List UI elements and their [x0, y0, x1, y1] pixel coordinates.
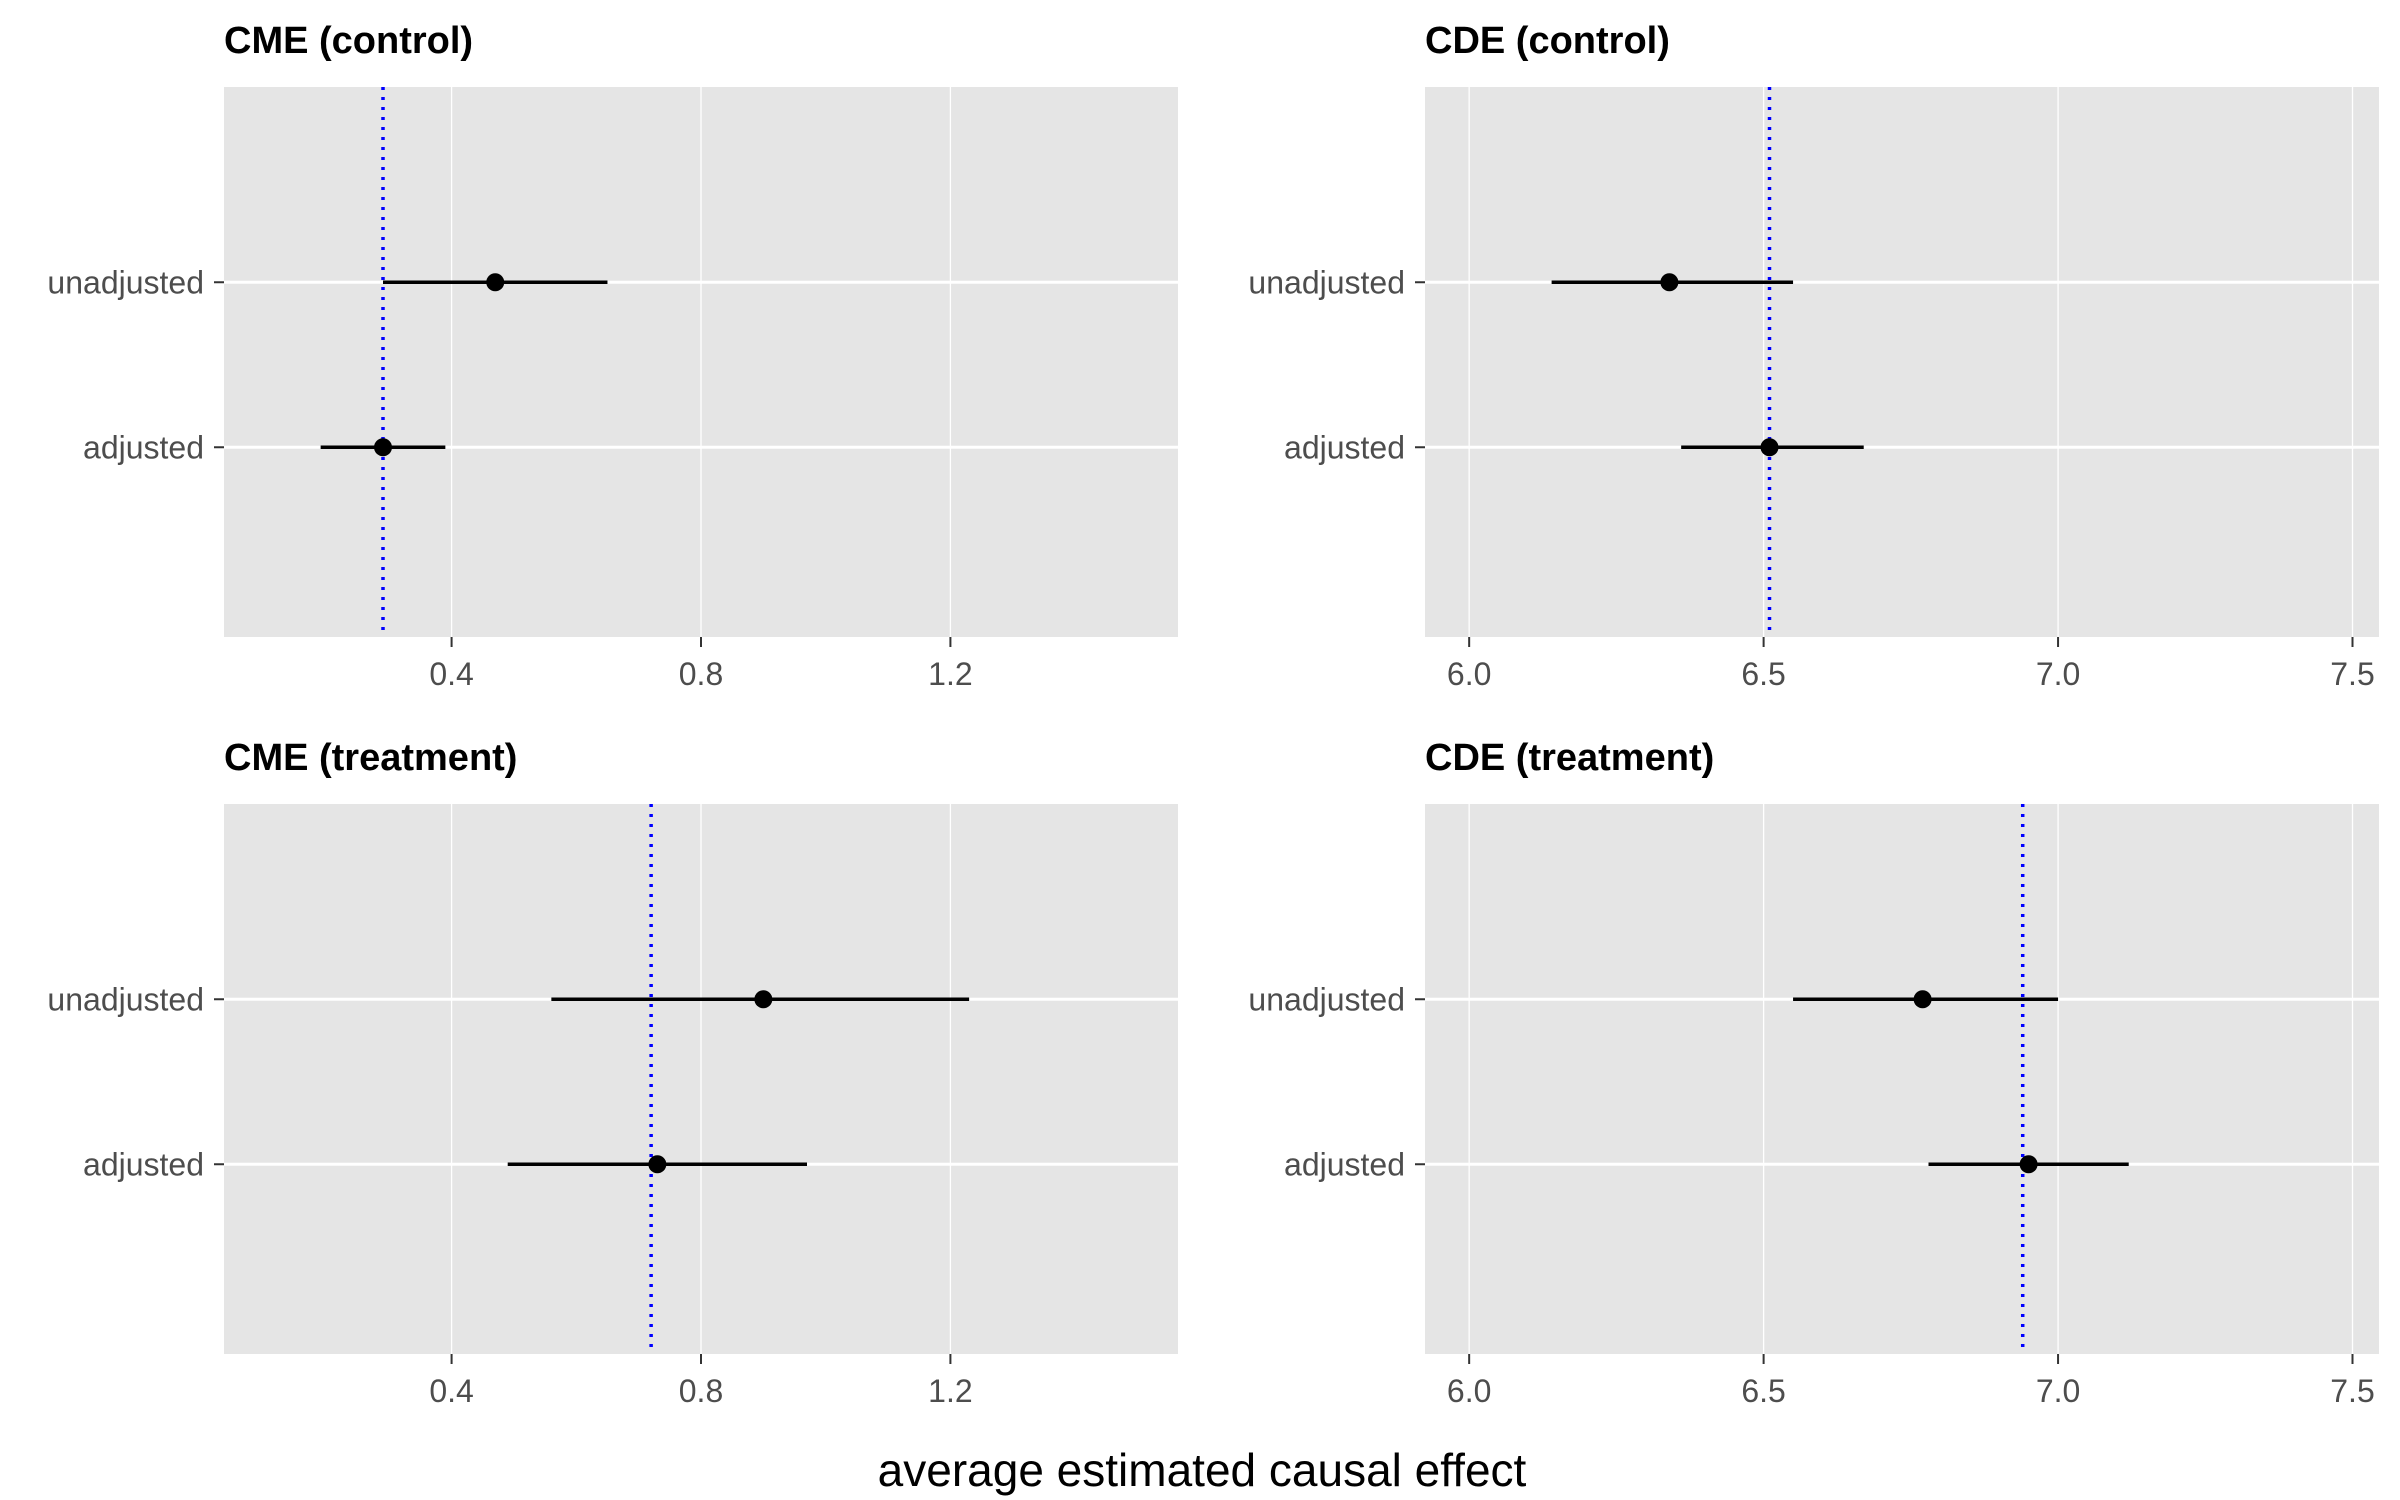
point-unadjusted	[486, 273, 505, 292]
point-adjusted	[648, 1155, 667, 1174]
x-tick-label: 1.2	[928, 656, 972, 692]
x-tick-label: 0.8	[679, 656, 723, 692]
panel-4: CDE (treatment) unadjusted adjusted 6.0 6.5 7…	[1248, 737, 2379, 1409]
panel-title: CDE (treatment)	[1425, 737, 1714, 779]
point-unadjusted	[754, 990, 773, 1009]
point-unadjusted	[1913, 990, 1932, 1009]
x-tick-label: 7.0	[2036, 1373, 2080, 1409]
y-tick-label: unadjusted	[1248, 981, 1405, 1017]
y-tick-label: adjusted	[83, 1146, 204, 1182]
panel-background	[1425, 87, 2379, 637]
point-adjusted	[1760, 438, 1779, 457]
y-tick-label: adjusted	[1284, 1146, 1405, 1182]
panel-background	[1425, 804, 2379, 1354]
x-tick-label: 1.2	[928, 1373, 972, 1409]
x-tick-label: 7.5	[2330, 656, 2374, 692]
point-adjusted	[374, 438, 392, 457]
x-tick-label: 6.0	[1447, 1373, 1491, 1409]
point-unadjusted	[1660, 273, 1679, 292]
y-tick-label: unadjusted	[47, 264, 204, 300]
y-tick-label: adjusted	[1284, 429, 1405, 465]
x-tick-label: 7.0	[2036, 656, 2080, 692]
x-tick-label: 0.4	[429, 656, 473, 692]
x-tick-label: 7.5	[2330, 1373, 2374, 1409]
y-tick-label: adjusted	[83, 429, 204, 465]
x-axis-title: average estimated causal effect	[878, 1444, 1527, 1496]
panel-3: CME (treatment) unadjusted adjusted 0.4 0.8 1…	[47, 737, 1178, 1409]
panel-1: CME (control) unadjusted adjusted 0.4 0.8 1.2	[47, 20, 1178, 692]
x-tick-label: 0.4	[429, 1373, 473, 1409]
x-tick-label: 0.8	[679, 1373, 723, 1409]
panel-2: CDE (control) unadjusted adjusted 6.0 6.5 7.0…	[1248, 20, 2379, 692]
x-tick-label: 6.5	[1741, 1373, 1785, 1409]
y-tick-label: unadjusted	[47, 981, 204, 1017]
x-tick-label: 6.5	[1741, 656, 1785, 692]
panel-title: CME (treatment)	[224, 737, 517, 779]
panel-title: CDE (control)	[1425, 20, 1670, 62]
panel-title: CME (control)	[224, 20, 473, 62]
point-adjusted	[2019, 1155, 2038, 1174]
y-tick-label: unadjusted	[1248, 264, 1405, 300]
panels: CME (control) unadjusted adjusted 0.4 0.8 1.2…	[47, 20, 2379, 1409]
x-tick-label: 6.0	[1447, 656, 1491, 692]
